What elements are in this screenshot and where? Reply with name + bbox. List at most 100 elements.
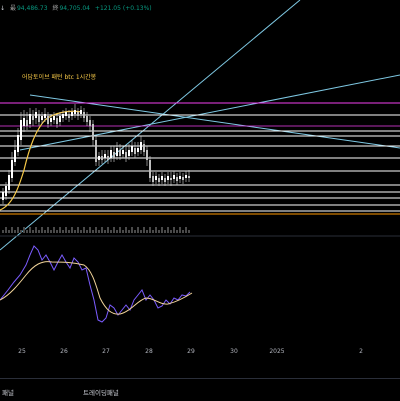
price-chart[interactable] — [0, 0, 400, 345]
candle-body — [38, 114, 40, 122]
candle-body — [161, 176, 163, 180]
candle-body — [116, 148, 118, 156]
candle-body — [74, 110, 76, 114]
low-label: 最 — [9, 5, 16, 12]
candle-body — [137, 148, 139, 152]
candle-body — [50, 118, 52, 122]
volume-bar — [17, 227, 19, 233]
volume-bar — [182, 230, 184, 233]
chart-annotation: 어답토이브 패턴 btc 1시간봉 — [22, 74, 97, 81]
candle-body — [44, 114, 46, 118]
candle-body — [158, 178, 160, 182]
volume-bar — [77, 227, 79, 233]
volume-bars — [2, 227, 190, 233]
candle-body — [47, 116, 49, 124]
trend-line-lower — [29, 94, 400, 149]
candle-body — [86, 116, 88, 122]
volume-bar — [155, 227, 157, 233]
volume-bar — [143, 227, 145, 233]
candle-body — [35, 112, 37, 118]
trend-line-mid — [19, 74, 400, 151]
volume-bar — [185, 227, 187, 233]
volume-bar — [14, 230, 16, 233]
candle-body — [77, 112, 79, 116]
candle-body — [32, 116, 34, 120]
volume-bar — [179, 227, 181, 233]
candle-body — [122, 150, 124, 154]
volume-bar — [188, 230, 190, 233]
volume-bar — [62, 230, 64, 233]
volume-bar — [83, 227, 85, 233]
volume-bar — [173, 227, 175, 233]
candle-body — [29, 114, 31, 124]
volume-bar — [98, 230, 100, 233]
close-value: 94,705.04 — [59, 5, 90, 12]
volume-bar — [68, 230, 70, 233]
volume-bar — [56, 230, 58, 233]
volume-bar — [104, 230, 106, 233]
volume-bar — [149, 227, 151, 233]
candle-body — [152, 176, 154, 182]
candle-body — [53, 116, 55, 120]
oscillator-signal — [0, 261, 193, 315]
volume-bar — [38, 230, 40, 233]
x-tick: 2 — [359, 348, 363, 355]
volume-bar — [80, 230, 82, 233]
volume-bar — [170, 230, 172, 233]
volume-bar — [146, 230, 148, 233]
low-value: 94,486.73 — [16, 5, 48, 12]
candle-body — [20, 120, 22, 140]
x-tick: 25 — [18, 348, 26, 355]
price-arrow: ↓ — [0, 5, 6, 12]
candle-body — [119, 150, 121, 156]
volume-bar — [92, 230, 94, 233]
volume-bar — [95, 227, 97, 233]
volume-bar — [122, 230, 124, 233]
candle-body — [17, 135, 19, 152]
volume-bar — [5, 227, 7, 233]
volume-bar — [65, 227, 67, 233]
volume-bar — [101, 227, 103, 233]
candle-body — [26, 120, 28, 126]
candle-body — [179, 176, 181, 179]
candle-body — [62, 114, 64, 118]
volume-bar — [11, 227, 13, 233]
candle-body — [128, 150, 130, 156]
x-tick: 29 — [187, 348, 195, 355]
volume-bar — [131, 227, 133, 233]
volume-bar — [71, 227, 73, 233]
x-tick: 30 — [230, 348, 238, 355]
volume-bar — [119, 227, 121, 233]
candle-body — [176, 177, 178, 181]
volume-bar — [2, 230, 4, 233]
tab-trading-panel[interactable]: 트레이딩패널 — [83, 389, 119, 397]
volume-bar — [128, 230, 130, 233]
candle-body — [95, 140, 97, 162]
volume-bar — [158, 230, 160, 233]
volume-bar — [152, 230, 154, 233]
volume-bar — [86, 230, 88, 233]
candle-body — [110, 150, 112, 158]
candles — [2, 104, 190, 204]
tab-panel[interactable]: 패널 — [2, 389, 14, 397]
volume-bar — [116, 230, 118, 233]
candle-body — [131, 146, 133, 152]
candle-body — [2, 192, 4, 200]
volume-bar — [50, 230, 52, 233]
volume-bar — [107, 227, 109, 233]
volume-bar — [44, 230, 46, 233]
volume-bar — [140, 230, 142, 233]
candle-body — [5, 186, 7, 196]
candle-body — [92, 124, 94, 140]
candle-body — [89, 120, 91, 126]
volume-bar — [53, 227, 55, 233]
candle-body — [80, 110, 82, 114]
change-value: +121.05 (+0.13%) — [94, 5, 152, 12]
x-tick: 2025 — [269, 348, 285, 355]
candle-body — [146, 150, 148, 160]
candle-body — [167, 176, 169, 180]
volume-bar — [89, 227, 91, 233]
candle-body — [14, 150, 16, 162]
volume-bar — [74, 230, 76, 233]
volume-bar — [20, 230, 22, 233]
